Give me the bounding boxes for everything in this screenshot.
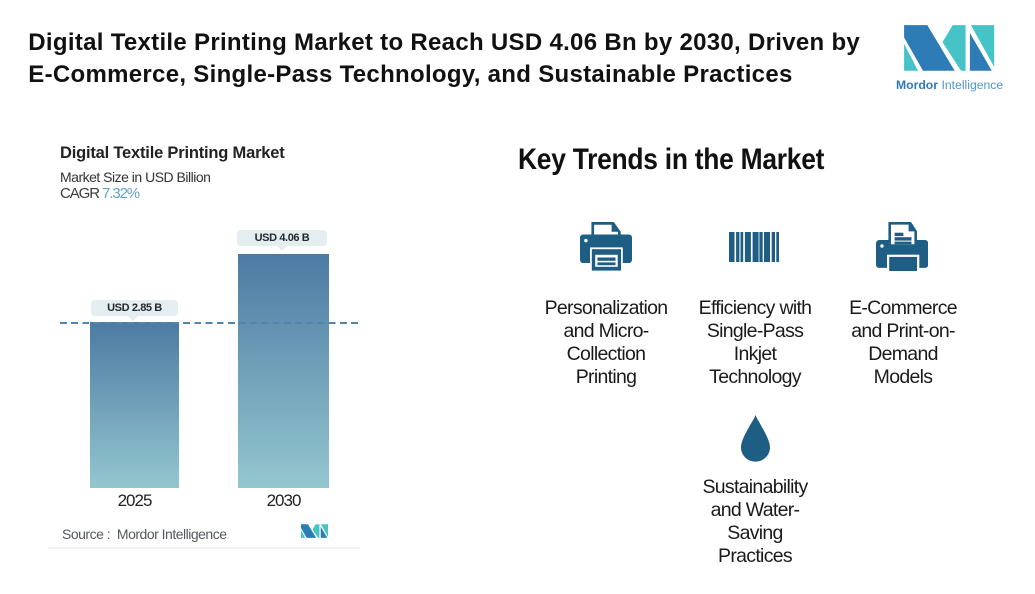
svg-text:Intelligence: Intelligence	[942, 78, 1004, 92]
svg-text:Mordor: Mordor	[896, 78, 938, 92]
